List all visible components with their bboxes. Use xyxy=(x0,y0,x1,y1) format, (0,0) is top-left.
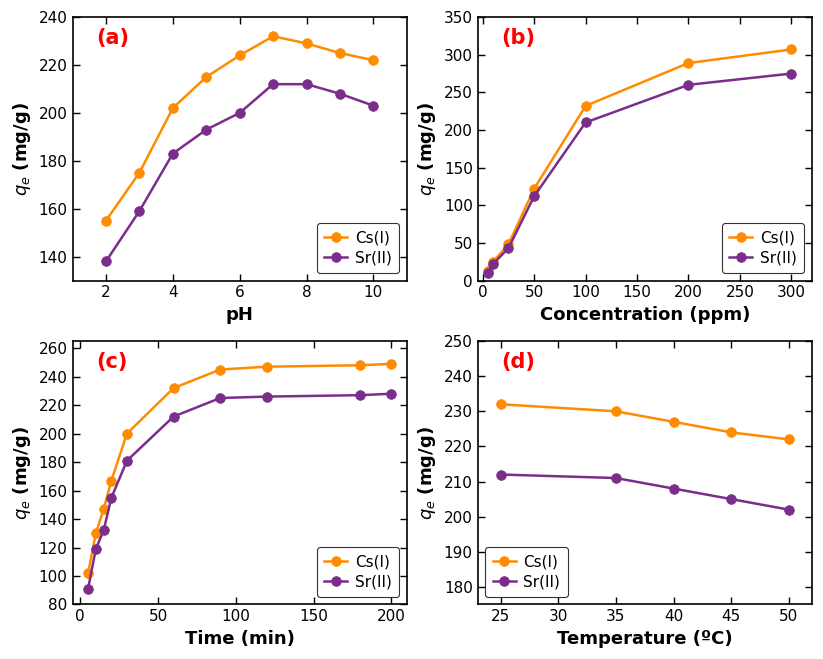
Sr(II) xyxy=(268,80,278,88)
Sr(II) xyxy=(495,471,505,478)
Y-axis label: $q_e$ (mg/g): $q_e$ (mg/g) xyxy=(12,426,33,520)
Sr(II) xyxy=(122,457,132,465)
Text: (b): (b) xyxy=(501,28,535,47)
X-axis label: Time (min): Time (min) xyxy=(184,630,295,648)
Cs(I) xyxy=(83,569,93,577)
Cs(I) xyxy=(134,169,144,177)
Sr(II) xyxy=(369,101,379,109)
Sr(II) xyxy=(668,484,678,492)
Legend: Cs(I), Sr(II): Cs(I), Sr(II) xyxy=(722,223,804,273)
Line: Sr(II): Sr(II) xyxy=(495,470,793,515)
Sr(II) xyxy=(202,126,212,134)
Cs(I) xyxy=(787,45,797,53)
Sr(II) xyxy=(83,585,93,592)
Sr(II) xyxy=(262,393,272,401)
Y-axis label: $q_e$ (mg/g): $q_e$ (mg/g) xyxy=(416,101,438,196)
Cs(I) xyxy=(386,360,396,368)
Cs(I) xyxy=(101,217,111,225)
Cs(I) xyxy=(99,505,109,513)
Sr(II) xyxy=(169,413,179,420)
Cs(I) xyxy=(301,40,311,47)
Sr(II) xyxy=(101,258,111,266)
Cs(I) xyxy=(684,59,694,67)
Cs(I) xyxy=(504,241,514,248)
Sr(II) xyxy=(726,495,736,503)
Cs(I) xyxy=(483,268,493,275)
Cs(I) xyxy=(495,400,505,408)
Legend: Cs(I), Sr(II): Cs(I), Sr(II) xyxy=(486,547,568,597)
Sr(II) xyxy=(216,394,226,402)
Cs(I) xyxy=(202,73,212,81)
Line: Cs(I): Cs(I) xyxy=(495,399,793,444)
Cs(I) xyxy=(726,428,736,436)
Cs(I) xyxy=(235,51,244,59)
Cs(I) xyxy=(216,366,226,374)
Cs(I) xyxy=(268,32,278,40)
Cs(I) xyxy=(168,104,178,112)
Sr(II) xyxy=(335,90,345,98)
Sr(II) xyxy=(529,192,539,200)
Line: Cs(I): Cs(I) xyxy=(101,32,379,225)
Line: Sr(II): Sr(II) xyxy=(483,69,796,278)
Y-axis label: $q_e$ (mg/g): $q_e$ (mg/g) xyxy=(12,101,33,196)
X-axis label: Concentration (ppm): Concentration (ppm) xyxy=(540,306,750,324)
Cs(I) xyxy=(335,49,345,57)
Cs(I) xyxy=(262,362,272,370)
Cs(I) xyxy=(91,529,100,537)
Cs(I) xyxy=(356,361,365,369)
Cs(I) xyxy=(783,436,793,444)
Line: Sr(II): Sr(II) xyxy=(101,79,379,266)
Sr(II) xyxy=(134,207,144,215)
Cs(I) xyxy=(169,384,179,392)
Sr(II) xyxy=(235,109,244,117)
Cs(I) xyxy=(581,102,591,110)
Cs(I) xyxy=(611,407,621,415)
Cs(I) xyxy=(488,258,498,266)
Sr(II) xyxy=(783,505,793,513)
Sr(II) xyxy=(611,474,621,482)
Line: Sr(II): Sr(II) xyxy=(83,389,396,594)
Sr(II) xyxy=(301,80,311,88)
Text: (d): (d) xyxy=(501,352,535,372)
Sr(II) xyxy=(106,494,116,501)
Sr(II) xyxy=(386,389,396,397)
Cs(I) xyxy=(106,476,116,484)
Cs(I) xyxy=(668,418,678,426)
Sr(II) xyxy=(99,527,109,534)
Cs(I) xyxy=(122,430,132,438)
Sr(II) xyxy=(168,150,178,158)
X-axis label: pH: pH xyxy=(226,306,253,324)
X-axis label: Temperature (ºC): Temperature (ºC) xyxy=(557,630,732,648)
Legend: Cs(I), Sr(II): Cs(I), Sr(II) xyxy=(317,223,399,273)
Line: Cs(I): Cs(I) xyxy=(483,45,796,276)
Sr(II) xyxy=(504,244,514,252)
Sr(II) xyxy=(581,119,591,127)
Cs(I) xyxy=(369,56,379,64)
Sr(II) xyxy=(684,81,694,89)
Sr(II) xyxy=(356,391,365,399)
Cs(I) xyxy=(529,185,539,192)
Text: (a): (a) xyxy=(96,28,129,47)
Sr(II) xyxy=(91,545,100,553)
Text: (c): (c) xyxy=(96,352,128,372)
Sr(II) xyxy=(787,70,797,78)
Sr(II) xyxy=(483,269,493,277)
Legend: Cs(I), Sr(II): Cs(I), Sr(II) xyxy=(317,547,399,597)
Line: Cs(I): Cs(I) xyxy=(83,359,396,578)
Y-axis label: $q_e$ (mg/g): $q_e$ (mg/g) xyxy=(416,426,438,520)
Sr(II) xyxy=(488,260,498,268)
